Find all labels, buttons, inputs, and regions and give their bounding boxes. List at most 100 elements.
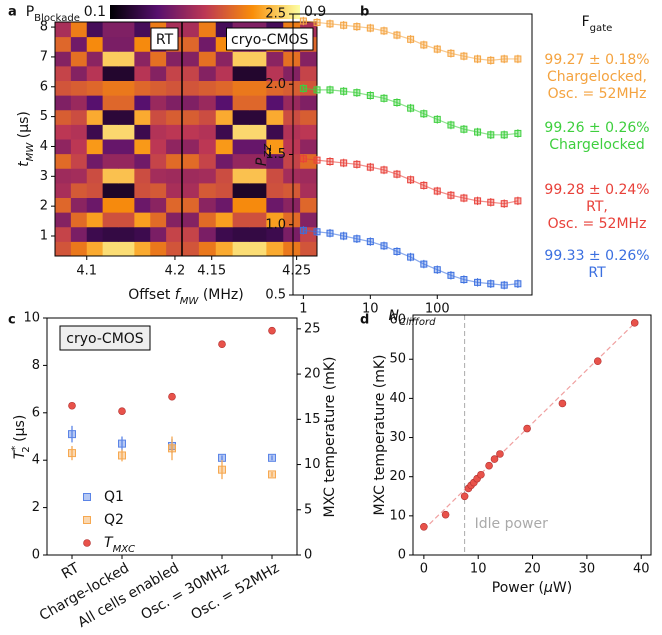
point [407,253,415,261]
heatmap-cell [102,153,119,169]
point [168,392,176,401]
legend-entry: 99.33 ± 0.26% RT [544,248,650,281]
label-part: (μs) [12,415,28,447]
point [118,407,126,415]
heatmap-cell [86,36,104,52]
heatmap-cell [86,65,104,81]
heatmap-cell [166,109,183,125]
heatmap-cell [150,109,167,125]
point [420,41,428,49]
point [407,176,415,184]
legend-entry: 99.28 ± 0.24% RT, Osc. = 52MHz [544,182,650,232]
heatmap-cell [70,51,88,67]
heatmap-cell [70,212,88,228]
y-tick-label: 50 [389,352,406,367]
heatmap-cell [198,197,217,213]
point [268,453,276,462]
point [447,49,455,57]
point [487,198,495,206]
point [420,523,428,531]
heatmap-cell [86,197,104,213]
heatmap-cell [86,182,104,198]
heatmap-cell [166,51,183,67]
point [326,86,334,94]
label-part: ZZ [263,143,274,159]
heatmap-cell [118,36,135,52]
point [380,27,388,35]
heatmap-cell [166,95,183,111]
heatmap-cell [166,139,183,155]
point [366,163,374,171]
point [326,229,334,237]
point [460,276,468,284]
heatmap-cell [266,226,284,242]
heatmap-cell [182,22,200,38]
y-tick-label: 15 [304,412,321,427]
heatmap-cell [86,124,104,140]
heatmap-cell [134,139,151,155]
heatmap-cell [266,212,284,228]
heatmap-cell [166,80,183,96]
legend-entry: 99.27 ± 0.18% Chargelocked, Osc. = 52MHz [544,52,650,102]
y-tick-label: 1.0 [265,217,286,232]
point [340,232,348,240]
label-part: Q2 [104,512,124,528]
heatmap-cell [249,153,267,169]
y-tick-label: 10 [389,508,406,523]
axis-label: MXC temperature (mK) [372,354,388,515]
heatmap-cell [150,95,167,111]
point [313,228,321,236]
heatmap-cell [283,80,301,96]
heatmap-cell [232,109,250,125]
point [420,181,428,189]
heatmap-cell [70,139,88,155]
heatmap-cell [102,109,119,125]
heatmap-cell [283,241,301,257]
point [630,319,639,327]
heatmap-cell [198,168,217,184]
heatmap-cell [249,80,267,96]
heatmap-cell [134,109,151,125]
heatmap-cell [118,241,135,257]
label-part: T [104,535,114,551]
heatmap-cell [198,212,217,228]
label-part: MXC [113,544,135,555]
x-tick-label: 4.25 [282,264,311,279]
heatmap-cell [300,65,318,81]
heatmap-cell [182,226,200,242]
heatmap-cell [70,36,88,52]
point [299,226,307,234]
heatmap-cell [70,22,88,38]
point [593,357,602,365]
heatmap-cell [283,109,301,125]
axis-label: NClifford [388,308,436,328]
heatmap-cell [283,153,301,169]
y-tick-label: 20 [389,469,406,484]
heatmap-cell [55,182,72,198]
label-part: P [254,157,270,166]
heatmap-cell [198,124,217,140]
x-tick-label: 10 [362,302,379,317]
point [487,56,495,64]
heatmap-cell [182,139,200,155]
point [353,23,361,31]
legend-label: Q2 [104,512,124,528]
point [460,125,468,133]
heatmap-cell [283,65,301,81]
y-tick-label: 3 [40,169,48,184]
panel-label-box [150,27,179,51]
point [433,187,441,195]
heatmap-cell [266,241,284,257]
point [474,128,482,136]
point [407,35,415,43]
point [500,131,508,139]
point [487,131,495,139]
heatmap-cell [102,212,119,228]
point [380,94,388,102]
heatmap-cell [232,153,250,169]
heatmap-cell [55,241,72,257]
point [68,430,76,439]
heatmap-cell [266,124,284,140]
point [340,159,348,167]
